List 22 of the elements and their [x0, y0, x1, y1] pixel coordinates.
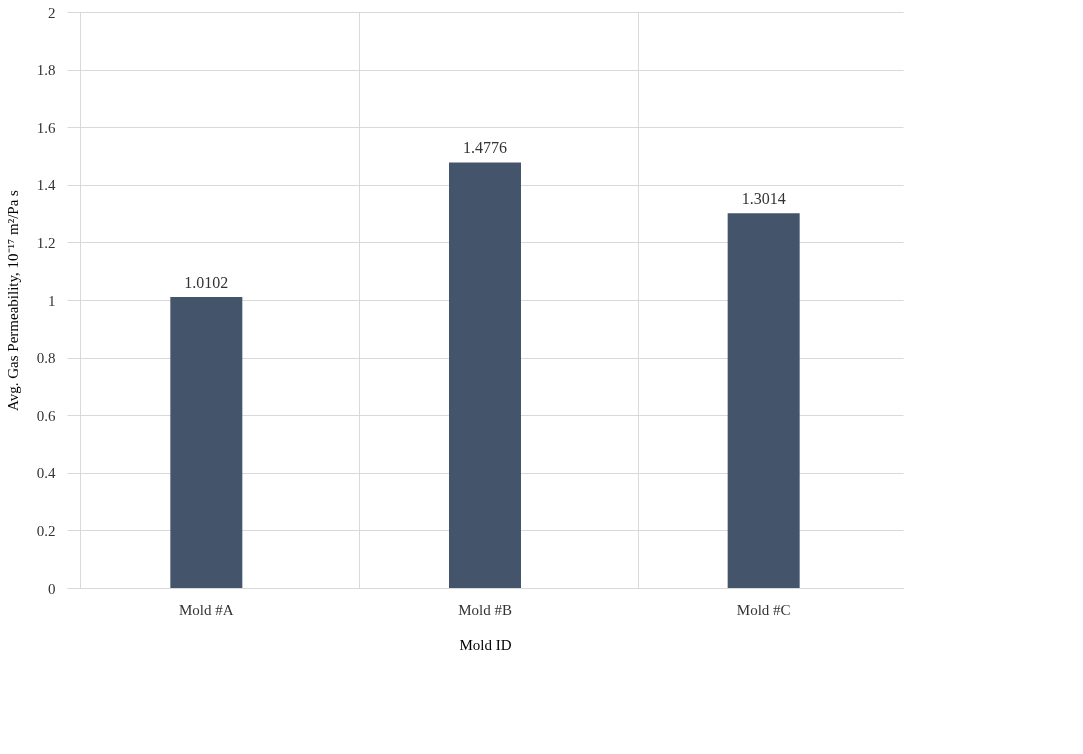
data-label: 1.0102 — [184, 274, 229, 292]
y-tick-label: 0.2 — [36, 522, 56, 539]
y-tick-label: 1.4 — [36, 177, 56, 194]
data-label: 1.4776 — [463, 139, 507, 157]
x-tick-label: Mold #A — [179, 601, 234, 618]
y-tick-label: 2 — [48, 4, 56, 21]
y-axis-title: Avg. Gas Permeability, 10⁻¹⁷ m²/Pa s — [4, 189, 21, 411]
y-tick-label: 1.6 — [36, 119, 56, 136]
data-label: 1.3014 — [741, 190, 786, 208]
bar — [727, 213, 800, 588]
y-tick-label: 0.6 — [36, 407, 56, 424]
bar — [449, 162, 521, 588]
x-tick-label: Mold #B — [458, 601, 512, 618]
y-tick-label: 0.8 — [36, 350, 56, 367]
x-tick-label: Mold #C — [736, 601, 791, 618]
bar — [170, 297, 243, 588]
y-tick-label: 1.2 — [36, 234, 56, 251]
y-tick-label: 1.8 — [36, 62, 56, 79]
y-tick-label: 0.4 — [36, 465, 56, 482]
x-axis-title: Mold ID — [459, 636, 512, 653]
y-tick-label: 0 — [48, 580, 56, 597]
y-tick-label: 1 — [48, 292, 56, 309]
